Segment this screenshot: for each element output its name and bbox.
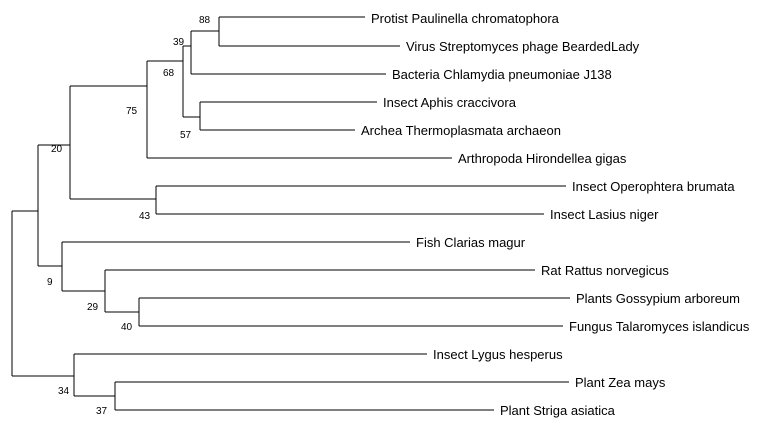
leaf-label-gossypium: Plants Gossypium arboreum [576, 291, 740, 306]
bootstrap-label: 43 [139, 211, 151, 222]
bootstrap-label: 40 [121, 322, 133, 333]
leaf-label-hirondellea: Arthropoda Hirondellea gigas [458, 151, 627, 166]
bootstrap-label: 20 [51, 144, 63, 155]
leaf-label-protist: Protist Paulinella chromatophora [371, 11, 560, 26]
leaf-label-bacteria: Bacteria Chlamydia pneumoniae J138 [392, 67, 612, 82]
leaf-label-zea: Plant Zea mays [575, 375, 666, 390]
bootstrap-label: 34 [58, 386, 70, 397]
bootstrap-label: 57 [180, 130, 192, 141]
leaf-label-clarias: Fish Clarias magur [416, 235, 526, 250]
tree-branches [11, 16, 570, 411]
bootstrap-label: 37 [96, 406, 108, 417]
bootstrap-label: 9 [47, 277, 53, 288]
bootstrap-label: 39 [173, 37, 185, 48]
leaf-label-striga: Plant Striga asiatica [500, 403, 616, 418]
bootstrap-label: 88 [199, 15, 211, 26]
leaf-label-virus: Virus Streptomyces phage BeardedLady [406, 39, 640, 54]
bootstrap-label: 29 [87, 302, 99, 313]
leaf-label-rattus: Rat Rattus norvegicus [541, 263, 669, 278]
bootstrap-label: 75 [126, 106, 138, 117]
leaf-label-aphis: Insect Aphis craccivora [383, 95, 517, 110]
leaf-label-operophtera: Insect Operophtera brumata [572, 179, 735, 194]
leaf-label-lasius: Insect Lasius niger [550, 207, 659, 222]
leaf-label-talaromyces: Fungus Talaromyces islandicus [569, 319, 750, 334]
leaf-label-lygus: Insect Lygus hesperus [433, 347, 563, 362]
leaf-label-archea: Archea Thermoplasmata archaeon [361, 123, 561, 138]
bootstrap-label: 68 [163, 68, 175, 79]
